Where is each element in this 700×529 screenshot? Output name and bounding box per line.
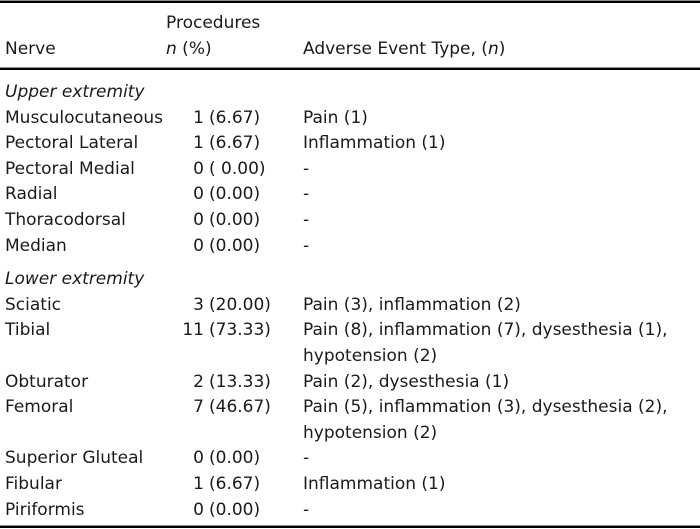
nerve-cell: Piriformis [5, 499, 85, 520]
table-top-rule [0, 0, 700, 3]
procedures-cell: 2 (13.33) [166, 370, 303, 396]
header-adverse-prefix: Adverse Event Type, ( [303, 39, 488, 59]
table-bottom-rule [0, 525, 700, 529]
adverse-events-cell: - [303, 158, 310, 179]
table-row-femoral: Femoral 7 (46.67) Pain (5), inflammation … [0, 395, 700, 446]
procedures-cell: 7 (46.67) [166, 395, 303, 446]
adverse-events-cell: Pain (1) [303, 107, 368, 128]
adverse-events-cell: - [303, 235, 310, 256]
adverse-events-cell: Pain (3), inflammation (2) [303, 294, 521, 315]
adverse-events-cell: Pain (8), inflammation (7), dysesthesia … [303, 320, 668, 366]
nerve-cell: Obturator [5, 371, 89, 392]
table-row-piriformis: Piriformis 0 (0.00) - [0, 498, 700, 524]
header-adverse-n: n [487, 39, 499, 59]
procedures-percent: ( 0.00) [209, 158, 266, 179]
procedures-percent: (0.00) [209, 499, 261, 520]
procedures-percent: (0.00) [209, 209, 261, 230]
procedures-count: 0 [193, 209, 204, 230]
table-row-radial: Radial 0 (0.00) - [0, 182, 700, 208]
table-header-rule [0, 67, 700, 70]
procedures-cell: 1 (6.67) [166, 106, 303, 132]
adverse-events-cell: - [303, 209, 310, 230]
nerve-cell: Tibial [5, 320, 51, 341]
procedures-percent: (13.33) [209, 371, 271, 392]
adverse-events-cell: Inflammation (1) [303, 133, 446, 154]
table-row-median: Median 0 (0.00) - [0, 234, 700, 260]
procedures-count: 7 [193, 397, 204, 418]
nerve-cell: Pectoral Lateral [5, 133, 139, 154]
procedures-count: 11 [182, 320, 204, 341]
adverse-events-cell: Inflammation (1) [303, 473, 446, 494]
procedures-percent: (73.33) [209, 320, 271, 341]
nerve-cell: Radial [5, 184, 58, 205]
adverse-events-cell: - [303, 499, 310, 520]
nerve-cell: Pectoral Medial [5, 158, 135, 179]
procedures-count: 0 [193, 158, 204, 179]
nerve-cell: Superior Gluteal [5, 448, 144, 469]
nerve-cell: Musculocutaneous [5, 107, 164, 128]
procedures-percent: (20.00) [209, 294, 271, 315]
section-label: Upper extremity [5, 82, 145, 102]
procedures-cell: 0 (0.00) [166, 234, 303, 260]
procedures-percent: (6.67) [209, 133, 261, 154]
header-adverse-suffix: ) [498, 39, 506, 59]
table-header-row: Nerve Procedures n (%) Adverse Event Typ… [0, 3, 700, 67]
header-procedures-line1: Procedures [166, 13, 261, 33]
procedures-count: 1 [193, 473, 204, 494]
procedures-count: 0 [193, 499, 204, 520]
table-row-obturator: Obturator 2 (13.33) Pain (2), dysesthesia… [0, 370, 700, 396]
table-row-superior-gluteal: Superior Gluteal 0 (0.00) - [0, 446, 700, 472]
procedures-percent: (6.67) [209, 107, 261, 128]
procedures-percent: (0.00) [209, 235, 261, 256]
section-row-upper-extremity: Upper extremity [0, 80, 700, 106]
procedures-count: 2 [193, 371, 204, 392]
section-label: Lower extremity [5, 269, 145, 290]
nerve-cell: Fibular [5, 473, 62, 494]
table-body: Upper extremity Musculocutaneous 1 (6.67)… [0, 70, 700, 525]
adverse-events-cell: Pain (5), inflammation (3), dysesthesia … [303, 397, 668, 443]
procedures-cell: 11 (73.33) [166, 318, 303, 369]
procedures-cell: 0 (0.00) [166, 446, 303, 472]
procedures-percent: (0.00) [209, 448, 261, 469]
header-adverse-event-type: Adverse Event Type, (n) [303, 36, 697, 62]
procedures-cell: 0 (0.00) [166, 498, 303, 524]
procedures-cell: 0 (0.00) [166, 208, 303, 234]
nerve-cell: Sciatic [5, 294, 62, 315]
procedures-count: 0 [193, 184, 204, 205]
header-procedures-pct: (%) [176, 39, 212, 59]
table-row-pectoral-medial: Pectoral Medial 0( 0.00) - [0, 157, 700, 183]
procedures-cell: 0 (0.00) [166, 182, 303, 208]
table-row-tibial: Tibial 11 (73.33) Pain (8), inflammation … [0, 318, 700, 369]
section-row-lower-extremity: Lower extremity [0, 267, 700, 293]
header-nerve: Nerve [5, 39, 56, 59]
nerve-cell: Thoracodorsal [5, 209, 126, 230]
table-row-fibular: Fibular 1 (6.67) Inflammation (1) [0, 472, 700, 498]
table-row-pectoral-lateral: Pectoral Lateral 1 (6.67) Inflammation (1… [0, 131, 700, 157]
procedures-cell: 3 (20.00) [166, 293, 303, 319]
procedures-percent: (46.67) [209, 397, 271, 418]
procedures-cell: 1 (6.67) [166, 131, 303, 157]
procedures-percent: (6.67) [209, 473, 261, 494]
header-procedures-n: n [166, 39, 177, 59]
table-row-musculocutaneous: Musculocutaneous 1 (6.67) Pain (1) [0, 106, 700, 132]
procedures-cell: 0( 0.00) [166, 157, 303, 183]
procedures-count: 3 [193, 294, 204, 315]
adverse-events-cell: - [303, 448, 310, 469]
nerve-cell: Femoral [5, 397, 74, 418]
procedures-percent: (0.00) [209, 184, 261, 205]
procedures-cell: 1 (6.67) [166, 472, 303, 498]
procedures-count: 0 [193, 448, 204, 469]
procedures-count: 1 [193, 107, 204, 128]
procedures-count: 1 [193, 133, 204, 154]
procedures-count: 0 [193, 235, 204, 256]
nerve-cell: Median [5, 235, 67, 256]
table-row-sciatic: Sciatic 3 (20.00) Pain (3), inflammation … [0, 293, 700, 319]
adverse-events-cell: - [303, 184, 310, 205]
table-row-thoracodorsal: Thoracodorsal 0 (0.00) - [0, 208, 700, 234]
header-procedures: Procedures n (%) [166, 10, 303, 62]
adverse-events-cell: Pain (2), dysesthesia (1) [303, 371, 510, 392]
